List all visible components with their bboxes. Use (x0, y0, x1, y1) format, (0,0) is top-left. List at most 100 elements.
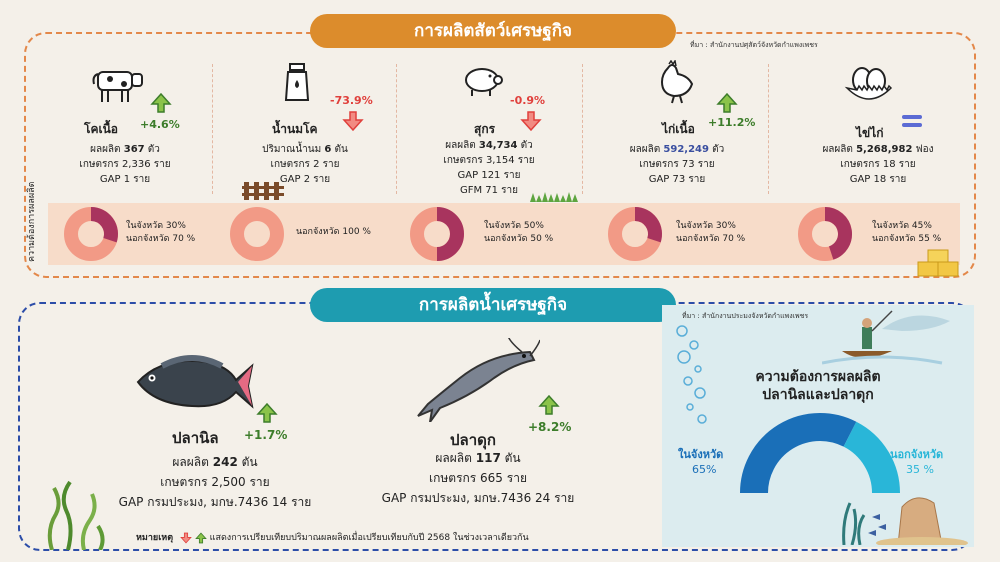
aquatic-demand-panel: ที่มา : สำนักงานประมงจังหวัดกำแพงเพชร คว… (662, 305, 974, 547)
increase-arrow-icon (194, 531, 207, 543)
aquatic-demand-title-line2: ปลานิลและปลาดุก (762, 387, 874, 403)
gauge-in-province-segment (740, 413, 857, 494)
aquatic-title: การผลิตน้ำเศรษฐกิจ (310, 288, 676, 322)
beef-cattle-name: โคเนื้อ (84, 122, 118, 136)
stat-line: เกษตรกร 2,336 ราย (79, 159, 171, 170)
stat-line: ปริมาณน้ำนม 6 ตัน (262, 144, 348, 155)
stat-line: ผลผลิต 592,249 ตัว (629, 144, 725, 155)
decrease-arrow-icon (342, 111, 364, 132)
cow-icon (92, 71, 143, 102)
out-province-label: นอกจังหวัด (890, 448, 944, 461)
stat-line: GAP 18 ราย (849, 174, 907, 185)
donut-outside-share (230, 207, 284, 261)
demand-label: ในจังหวัด 30% (676, 221, 736, 231)
stat-line: ผลผลิต 242 ตัน (172, 455, 258, 469)
stat-line: เกษตรกร 665 ราย (429, 471, 527, 485)
stat-line: GAP 2 ราย (279, 174, 331, 185)
demand-donut (608, 207, 662, 261)
increase-arrow-icon (716, 92, 738, 113)
stat-line: GAP กรมประมง, มกษ.7436 14 ราย (118, 495, 312, 509)
fence-icon (242, 182, 284, 200)
broiler-stats: ผลผลิต 592,249 ตัว เกษตรกร 73 ราย GAP 73… (612, 142, 742, 187)
demand-label: ในจังหวัด 30% (126, 221, 186, 231)
demand-label: ในจังหวัด 45% (872, 221, 932, 231)
stat-line: GAP 73 ราย (648, 174, 706, 185)
grass-icon (530, 192, 578, 202)
egg-nest-icon (844, 67, 893, 100)
pig-name: สุกร (474, 122, 496, 136)
demand-label: นอกจังหวัด 55 % (872, 234, 942, 244)
pig-icon (465, 68, 503, 96)
stat-line: เกษตรกร 2 ราย (270, 159, 340, 170)
milk-name: น้ำนมโค (272, 122, 318, 136)
stat-line: GAP 1 ราย (99, 174, 151, 185)
catfish-stats: ผลผลิต 117 ตัน เกษตรกร 665 ราย GAP กรมปร… (350, 448, 606, 508)
livestock-title: การผลิตสัตว์เศรษฐกิจ (310, 14, 676, 48)
tilapia-fish-icon (136, 355, 254, 409)
note-label: หมายเหตุ (136, 533, 174, 543)
fisherman-boat-icon (822, 310, 950, 365)
demand-label: นอกจังหวัด 70 % (676, 234, 746, 244)
increase-arrow-icon (150, 92, 172, 113)
donut-inside-share (824, 207, 852, 260)
column-divider (396, 64, 397, 194)
stat-line: GAP กรมประมง, มกษ.7436 24 ราย (381, 491, 575, 505)
egg-stats: ผลผลิต 5,268,982 ฟอง เกษตรกร 18 ราย GAP … (808, 142, 948, 187)
catfish-icon (417, 338, 540, 422)
decrease-arrow-icon (180, 532, 192, 544)
donut-inside-share (90, 207, 118, 243)
tilapia-change: +1.7% (244, 428, 288, 442)
stat-line: เกษตรกร 2,500 ราย (160, 475, 270, 489)
stat-line: GFM 71 ราย (459, 185, 519, 196)
livestock-demand-strip: ในจังหวัด 30% นอกจังหวัด 70 % นอกจังหวัด … (48, 203, 960, 265)
equal-sign-icon (902, 115, 922, 127)
in-province-label: ในจังหวัด (678, 448, 724, 461)
tilapia-name: ปลานิล (172, 429, 219, 447)
beef-cattle-stats: ผลผลิต 367 ตัว เกษตรกร 2,336 ราย GAP 1 ร… (60, 142, 190, 187)
stat-line: GAP 121 ราย (457, 170, 521, 181)
aquatic-demand-gauge (740, 413, 900, 494)
demand-donut (230, 207, 284, 261)
increase-arrow-icon (538, 394, 560, 415)
stat-line: ผลผลิต 117 ตัน (435, 451, 521, 465)
pig-stats: ผลผลิต 34,734 ตัว เกษตรกร 3,154 ราย GAP … (424, 138, 554, 198)
decrease-arrow-icon (520, 111, 542, 132)
catfish-name: ปลาดุก (450, 431, 496, 449)
catfish-change: +8.2% (528, 420, 572, 434)
bubbles-icon (676, 325, 707, 424)
milk-can-icon (284, 63, 310, 101)
demand-donut (798, 207, 852, 261)
beef-cattle-change: +4.6% (140, 118, 180, 131)
egg-name: ไข่ไก่ (856, 126, 884, 140)
demand-vertical-label: ความต้องการผลผลิต (27, 181, 37, 262)
broiler-name: ไก่เนื้อ (662, 122, 695, 136)
out-province-value: 35 % (906, 463, 934, 476)
stat-line: เกษตรกร 73 ราย (639, 159, 715, 170)
aquatic-source: ที่มา : สำนักงานประมงจังหวัดกำแพงเพชร (682, 312, 809, 320)
milk-stats: ปริมาณน้ำนม 6 ตัน เกษตรกร 2 ราย GAP 2 รา… (240, 142, 370, 187)
demand-donut (64, 207, 118, 261)
in-province-value: 65% (692, 463, 717, 476)
donut-inside-share (436, 207, 464, 261)
stat-line: ผลผลิต 5,268,982 ฟอง (822, 144, 934, 155)
column-divider (212, 64, 213, 194)
column-divider (582, 64, 583, 194)
gauge-out-province-segment (843, 421, 900, 494)
increase-arrow-icon (256, 402, 278, 423)
pig-change: -0.9% (510, 94, 546, 107)
demand-label: ในจังหวัด 50% (484, 221, 544, 231)
coral-rock-icon (842, 497, 968, 545)
milk-change: -73.9% (330, 94, 373, 107)
aquatic-demand-title-line1: ความต้องการผลผลิต (755, 369, 881, 385)
demand-donut (410, 207, 464, 261)
demand-label: นอกจังหวัด 70 % (126, 234, 196, 244)
demand-label: นอกจังหวัด 100 % (296, 227, 371, 237)
demand-label: นอกจังหวัด 50 % (484, 234, 554, 244)
stat-line: เกษตรกร 3,154 ราย (443, 155, 535, 166)
seaweed-icon (47, 480, 105, 550)
stat-line: เกษตรกร 18 ราย (840, 159, 916, 170)
note-row: หมายเหตุ แสดงการเปรียบเทียบปริมาณผลผลิตเ… (136, 530, 529, 544)
donut-inside-share (634, 207, 662, 243)
column-divider (768, 64, 769, 194)
livestock-source: ที่มา : สำนักงานปศุสัตว์จังหวัดกำแพงเพชร (690, 41, 818, 49)
